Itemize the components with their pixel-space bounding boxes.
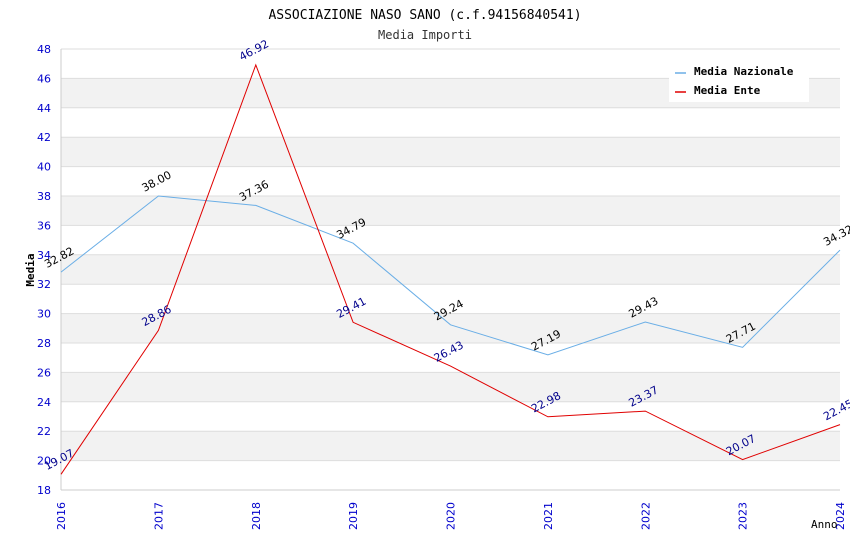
x-tick-label: 2024: [834, 502, 847, 530]
x-tick-label: 2018: [250, 502, 263, 530]
legend-item-media-ente: Media Ente: [675, 84, 761, 97]
y-tick-label: 28: [37, 337, 51, 350]
y-tick-label: 34: [37, 249, 51, 262]
y-tick-label: 40: [37, 161, 51, 174]
axes: [60, 49, 840, 491]
grid-band: [61, 254, 840, 285]
chart-title: ASSOCIAZIONE NASO SANO (c.f.94156840541): [268, 8, 581, 23]
grid-bands: [61, 78, 840, 461]
y-tick-label: 24: [37, 396, 51, 409]
y-tick-label: 44: [37, 102, 51, 115]
legend-label-media-ente: Media Ente: [694, 84, 761, 97]
grid-band: [61, 431, 840, 461]
x-tick-label: 2023: [737, 502, 750, 530]
grid-band: [61, 372, 840, 402]
grid-band: [61, 196, 840, 226]
y-tick-label: 46: [37, 72, 51, 85]
legend-label-media-nazionale: Media Nazionale: [694, 65, 794, 78]
y-tick-label: 30: [37, 308, 51, 321]
y-tick-label: 48: [37, 43, 51, 56]
y-tick-label: 38: [37, 190, 51, 203]
grid-lines: [61, 48, 840, 491]
legend: Media Nazionale Media Ente: [669, 58, 809, 102]
data-label: 38.00: [140, 168, 174, 194]
x-axis-label: Anno: [811, 518, 838, 531]
grid-band: [61, 137, 840, 167]
data-label: 34.32: [821, 222, 850, 248]
chart-subtitle: Media Importi: [378, 28, 472, 42]
legend-box: [669, 58, 809, 102]
grid-band: [61, 313, 840, 343]
x-tick-label: 2017: [152, 502, 165, 530]
y-tick-label: 32: [37, 278, 51, 291]
y-tick-label: 18: [37, 484, 51, 497]
y-tick-label: 36: [37, 219, 51, 232]
x-tick-label: 2022: [639, 502, 652, 530]
y-tick-labels: 18 20 22 24 26 28 30 32 34 36 38 40 42 44 46 48: [37, 43, 51, 497]
series-line-media-ente: [60, 63, 841, 475]
data-label: 19.07: [42, 447, 76, 473]
y-tick-label: 22: [37, 425, 51, 438]
data-label: 46.92: [237, 37, 271, 63]
series-line-media-nazionale: [60, 195, 841, 356]
x-tick-label: 2016: [55, 502, 68, 530]
series-lines: [60, 63, 841, 475]
y-tick-label: 20: [37, 455, 51, 468]
y-tick-label: 42: [37, 131, 51, 144]
y-axis-label: Media: [24, 253, 37, 286]
legend-item-media-nazionale: Media Nazionale: [675, 65, 794, 78]
x-tick-labels: 2016 2017 2018 2019 2020 2021 2022 2023 2024: [55, 502, 847, 530]
y-tick-label: 26: [37, 366, 51, 379]
x-tick-label: 2019: [347, 502, 360, 530]
x-tick-label: 2020: [445, 502, 458, 530]
x-tick-label: 2021: [542, 502, 555, 530]
